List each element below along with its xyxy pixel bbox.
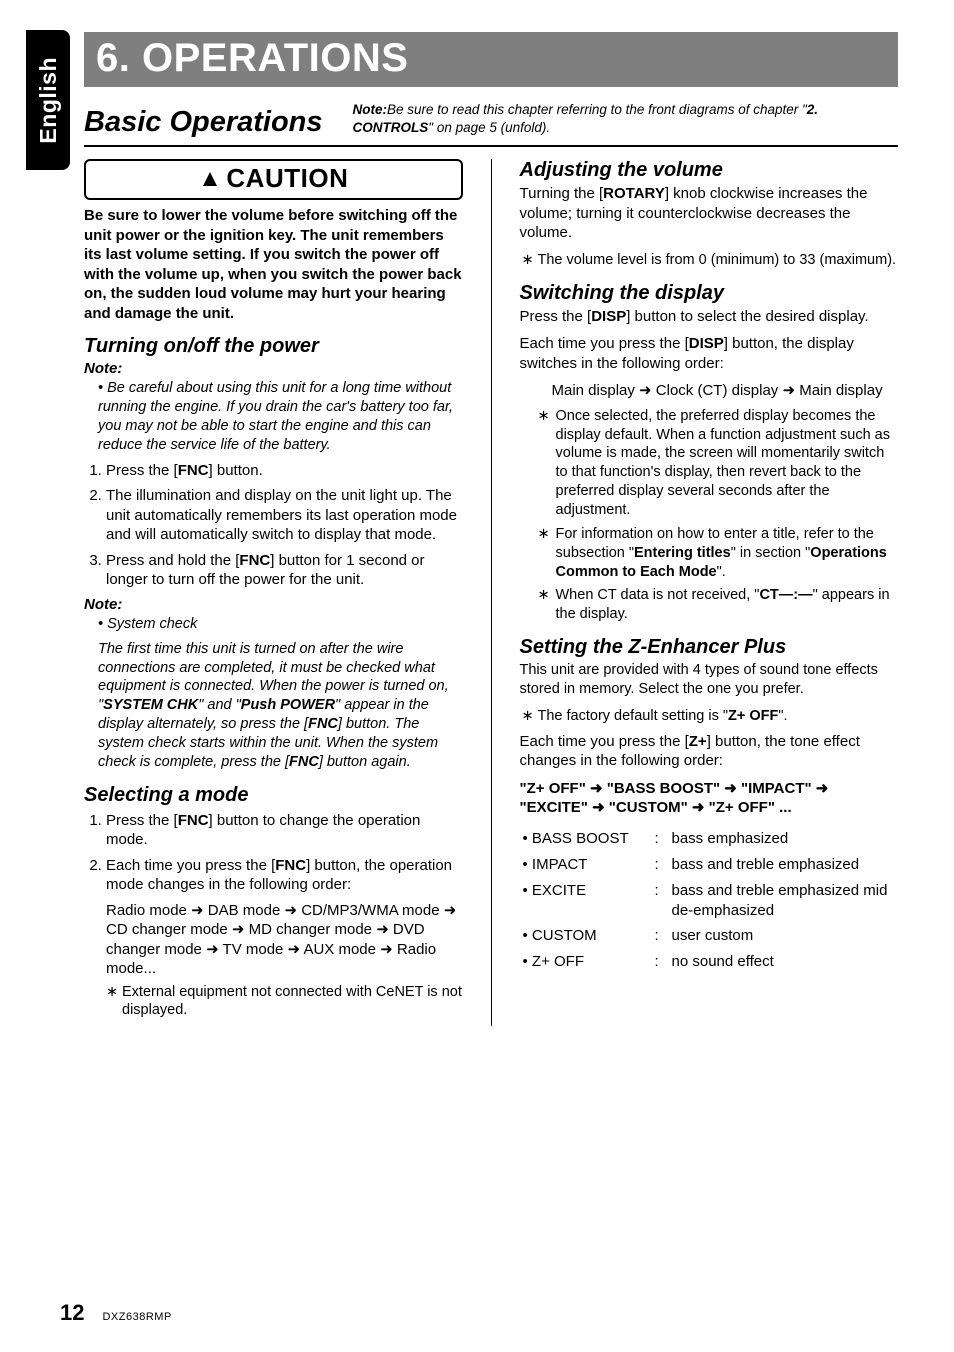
z-effect-desc: bass and treble emphasized [668, 854, 897, 878]
heading-volume: Adjusting the volume [520, 159, 899, 182]
z-each: Each time you press the [Z+] button, the… [520, 732, 899, 771]
z-sequence: "Z+ OFF" ➜ "BASS BOOST" ➜ "IMPACT" ➜ "EX… [520, 779, 899, 818]
syscheck-label: • System check [98, 615, 463, 634]
section-note-label: Note: [353, 102, 388, 117]
disp-note-1: Once selected, the preferred display bec… [552, 407, 899, 520]
z-effect-colon: : [654, 951, 666, 975]
z-effect-row: • IMPACT:bass and treble emphasized [522, 854, 897, 878]
volume-text: Turning the [ROTARY] knob clockwise incr… [520, 184, 899, 243]
mode-notes: External equipment not connected with Ce… [106, 983, 463, 1021]
section-header: Basic Operations Note:Be sure to read th… [84, 87, 898, 147]
mode-step-2: Each time you press the [FNC] button, th… [106, 856, 463, 1021]
volume-note-1: The volume level is from 0 (minimum) to … [534, 251, 899, 270]
mode-sequence: Radio mode ➜ DAB mode ➜ CD/MP3/WMA mode … [106, 901, 463, 979]
volume-notes: The volume level is from 0 (minimum) to … [520, 251, 899, 270]
section-note: Note:Be sure to read this chapter referr… [353, 101, 898, 139]
z-effect-desc: bass and treble emphasized mid de-emphas… [668, 880, 897, 923]
note-label-1: Note: [84, 360, 463, 377]
z-effect-name: • Z+ OFF [522, 951, 652, 975]
caution-box: ▲CAUTION [84, 159, 463, 200]
power-step-2: The illumination and display on the unit… [106, 486, 463, 545]
z-effect-colon: : [654, 925, 666, 949]
z-intro: This unit are provided with 4 types of s… [520, 661, 899, 699]
z-effect-desc: no sound effect [668, 951, 897, 975]
disp-sequence: Main display ➜ Clock (CT) display ➜ Main… [552, 381, 899, 401]
power-note: • Be careful about using this unit for a… [98, 379, 463, 454]
section-note-tail: " on page 5 (unfold). [428, 120, 550, 135]
caution-label: CAUTION [226, 163, 348, 193]
z-effect-name: • IMPACT [522, 854, 652, 878]
syscheck-text: The first time this unit is turned on af… [98, 640, 463, 772]
z-effect-row: • Z+ OFF:no sound effect [522, 951, 897, 975]
heading-display: Switching the display [520, 282, 899, 305]
warning-icon: ▲ [198, 165, 222, 192]
z-effect-row: • BASS BOOST:bass emphasized [522, 828, 897, 852]
z-default-note-item: The factory default setting is "Z+ OFF". [534, 707, 899, 726]
column-divider [491, 159, 492, 1026]
mode-step-1: Press the [FNC] button to change the ope… [106, 811, 463, 850]
page-content: 6. OPERATIONS Basic Operations Note:Be s… [0, 0, 954, 1050]
page-footer: 12 DXZ638RMP [60, 1300, 172, 1326]
z-effect-table: • BASS BOOST:bass emphasized• IMPACT:bas… [520, 826, 899, 978]
z-effect-row: • EXCITE:bass and treble emphasized mid … [522, 880, 897, 923]
heading-zenhancer: Setting the Z-Enhancer Plus [520, 636, 899, 659]
heading-mode: Selecting a mode [84, 784, 463, 807]
disp-note-3: When CT data is not received, "CT—:—" ap… [552, 586, 899, 624]
page-number: 12 [60, 1300, 84, 1326]
z-default-note: The factory default setting is "Z+ OFF". [520, 707, 899, 726]
z-effect-colon: : [654, 828, 666, 852]
section-note-text: Be sure to read this chapter referring t… [387, 102, 807, 117]
disp-note-2: For information on how to enter a title,… [552, 525, 899, 582]
z-effect-colon: : [654, 854, 666, 878]
disp-notes: Once selected, the preferred display bec… [520, 407, 899, 624]
z-effect-desc: user custom [668, 925, 897, 949]
power-step-3: Press and hold the [FNC] button for 1 se… [106, 551, 463, 590]
two-column-layout: ▲CAUTION Be sure to lower the volume bef… [84, 159, 898, 1026]
power-steps: Press the [FNC] button. The illumination… [84, 461, 463, 590]
mode-steps: Press the [FNC] button to change the ope… [84, 811, 463, 1021]
model-number: DXZ638RMP [102, 1311, 171, 1323]
section-title: Basic Operations [84, 106, 323, 139]
mode-note-1: External equipment not connected with Ce… [118, 983, 463, 1021]
z-effect-name: • BASS BOOST [522, 828, 652, 852]
z-effect-name: • CUSTOM [522, 925, 652, 949]
z-effect-row: • CUSTOM:user custom [522, 925, 897, 949]
note-label-2: Note: [84, 596, 463, 613]
z-effect-colon: : [654, 880, 666, 923]
chapter-title: 6. OPERATIONS [84, 32, 898, 87]
z-effect-name: • EXCITE [522, 880, 652, 923]
right-column: Adjusting the volume Turning the [ROTARY… [520, 159, 899, 1026]
z-effect-desc: bass emphasized [668, 828, 897, 852]
disp-p2: Each time you press the [DISP] button, t… [520, 334, 899, 373]
power-step-1: Press the [FNC] button. [106, 461, 463, 481]
heading-power: Turning on/off the power [84, 335, 463, 358]
left-column: ▲CAUTION Be sure to lower the volume bef… [84, 159, 463, 1026]
disp-p1: Press the [DISP] button to select the de… [520, 307, 899, 327]
caution-text: Be sure to lower the volume before switc… [84, 206, 463, 323]
